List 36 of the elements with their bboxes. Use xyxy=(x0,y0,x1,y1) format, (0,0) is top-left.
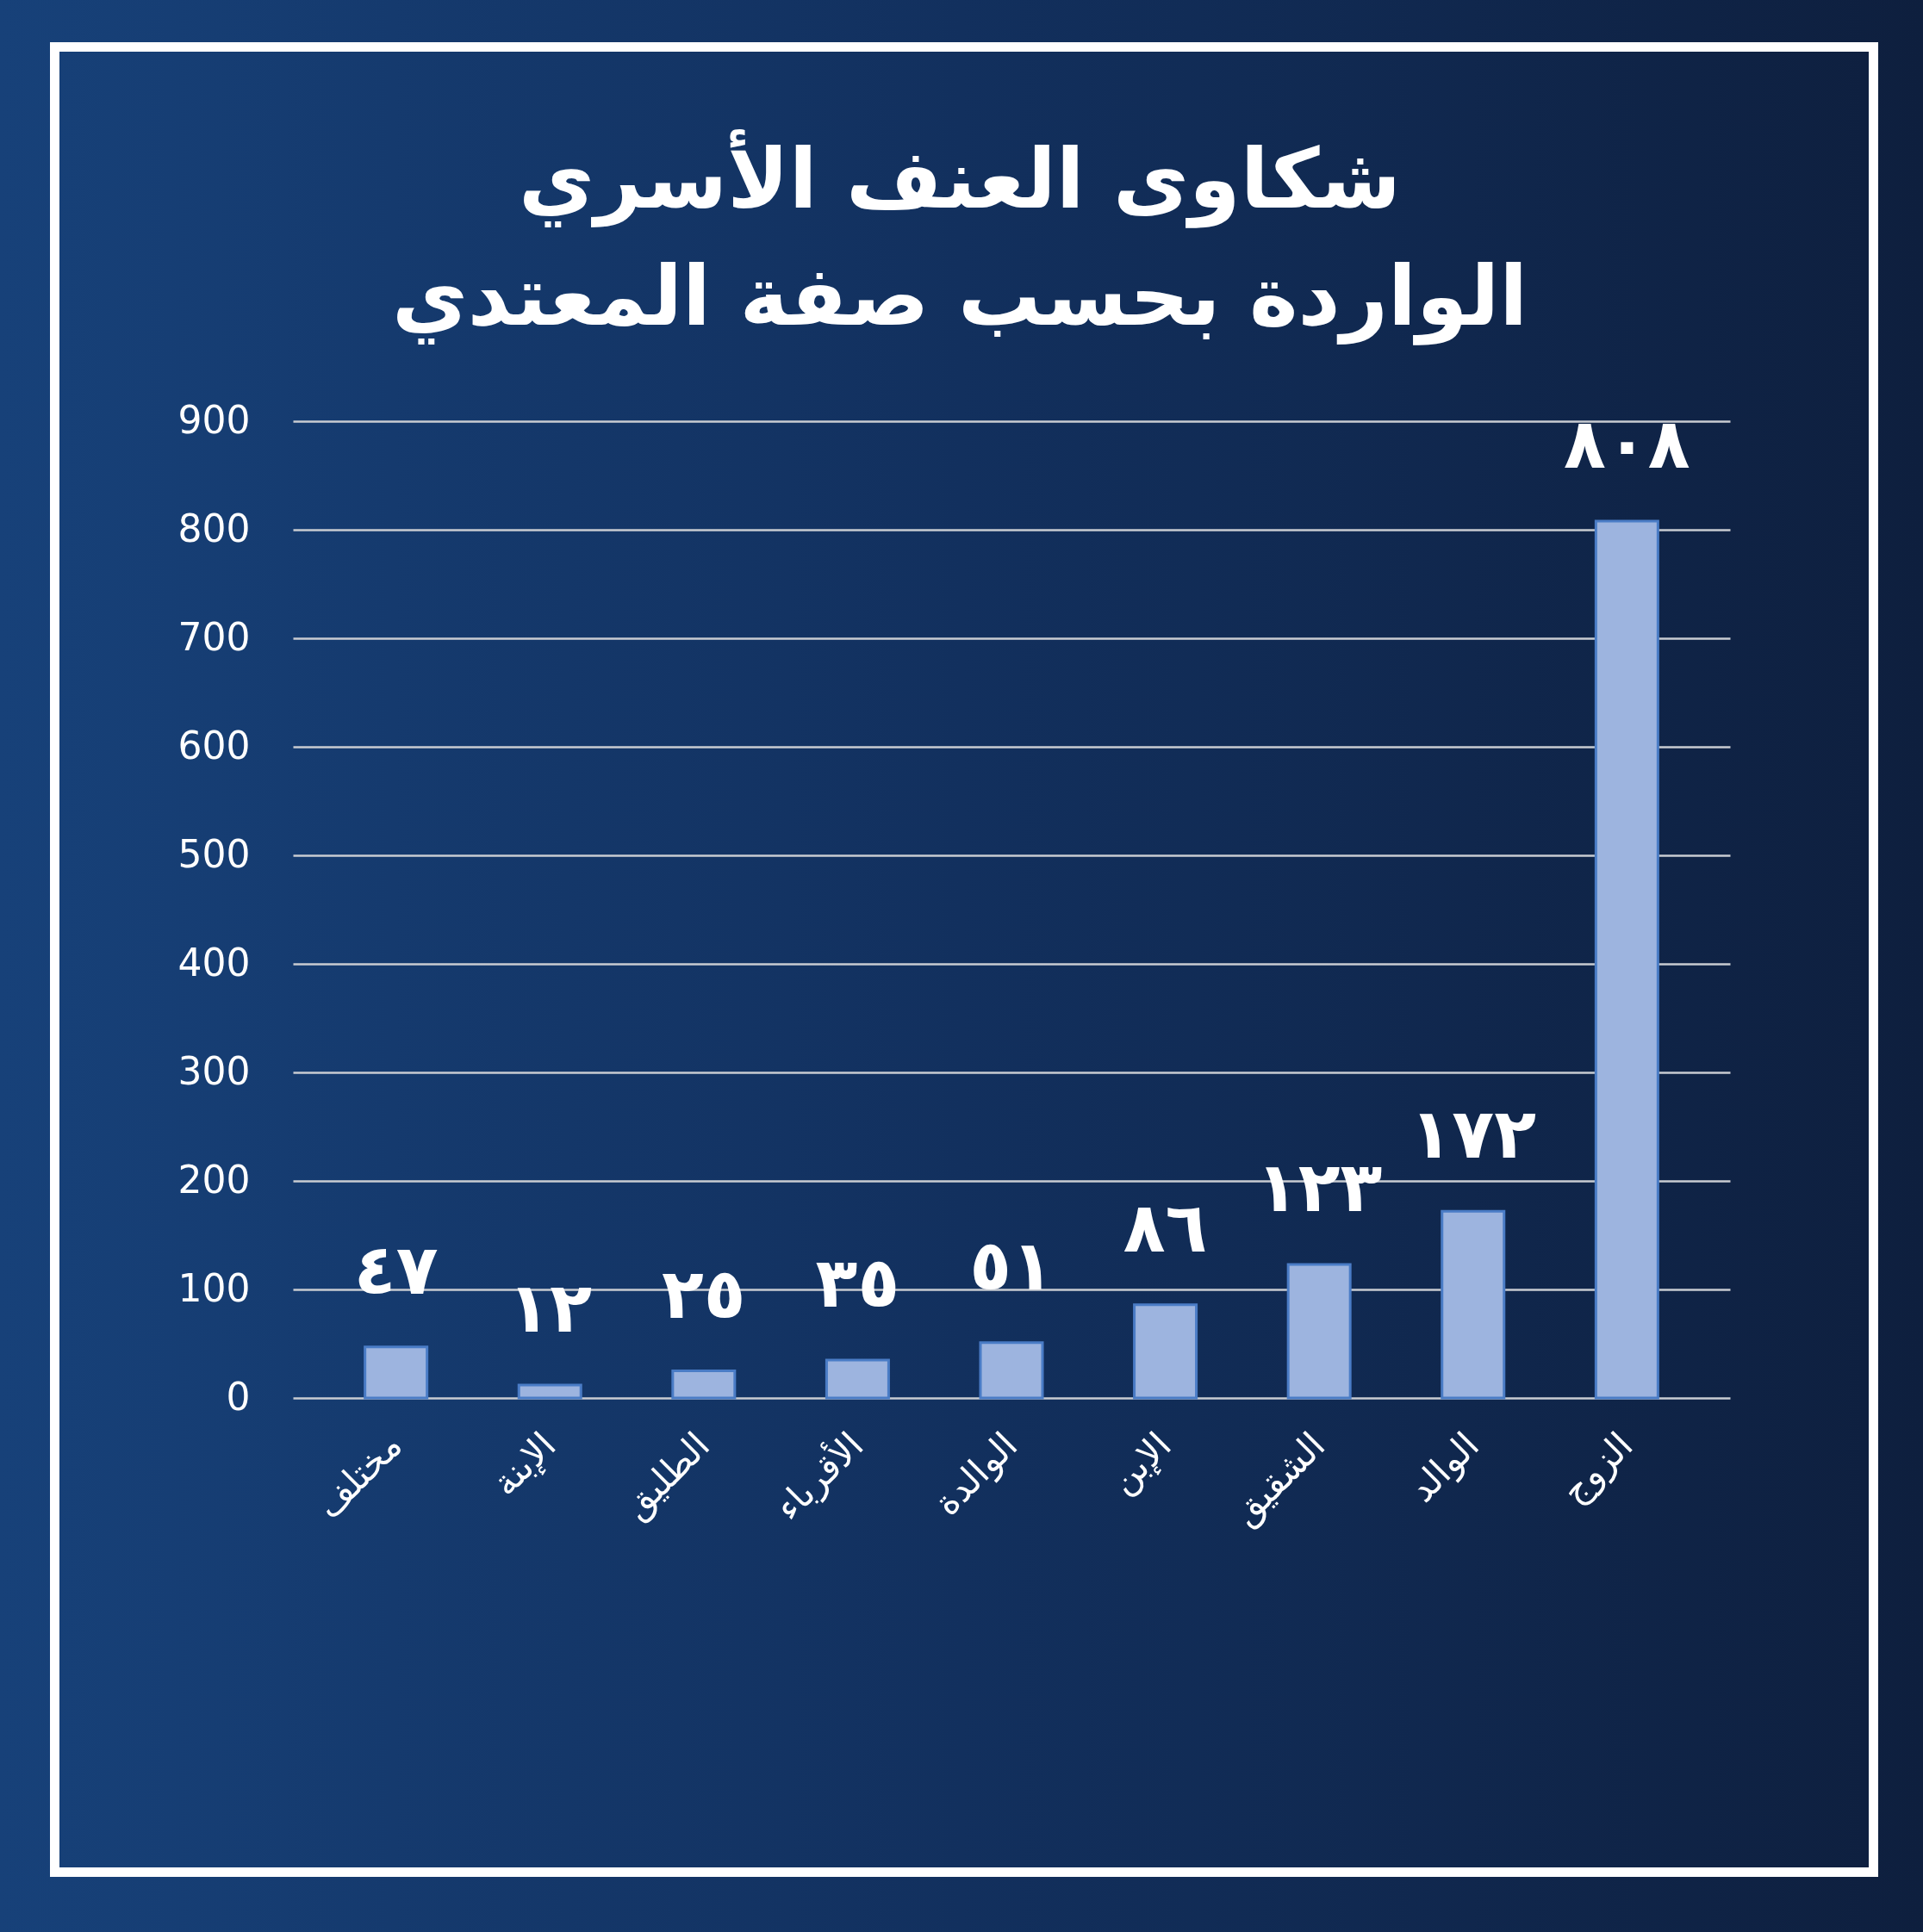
data-label: ٥١ xyxy=(969,1225,1054,1306)
data-label: ١٢ xyxy=(507,1267,593,1348)
chart-subtitle: الواردة بحسب صفة المعتدي xyxy=(391,248,1528,345)
data-label: ١٧٢ xyxy=(1410,1094,1536,1175)
y-tick-label: 500 xyxy=(177,831,251,876)
bar xyxy=(671,1370,737,1400)
x-tick-label: الشقيق xyxy=(1223,1424,1334,1534)
bar xyxy=(1594,519,1659,1400)
data-label: ٨٦ xyxy=(1123,1187,1208,1268)
y-tick-label: 700 xyxy=(177,614,251,659)
x-tick-label: الزوج xyxy=(1553,1424,1641,1512)
data-label: ٨٠٨ xyxy=(1564,403,1690,484)
y-tick-label: 600 xyxy=(177,723,251,767)
x-tick-label: الإبنة xyxy=(483,1424,564,1505)
x-tick-label: الوالدة xyxy=(925,1424,1026,1524)
y-tick-label: 0 xyxy=(226,1374,251,1419)
y-tick-label: 800 xyxy=(177,506,251,550)
x-tick-label: الوالد xyxy=(1400,1424,1488,1511)
chart-title: شكاوى العنف الأسري xyxy=(519,129,1401,228)
x-tick-label: الطليق xyxy=(614,1424,719,1527)
bar xyxy=(1441,1209,1506,1400)
x-tick-label: مختلف xyxy=(307,1424,410,1527)
bar xyxy=(1133,1303,1198,1400)
bar xyxy=(825,1358,890,1400)
bar xyxy=(979,1341,1044,1400)
y-tick-label: 400 xyxy=(177,940,251,985)
bar xyxy=(517,1383,582,1400)
bar xyxy=(1286,1263,1352,1400)
y-tick-label: 900 xyxy=(177,397,251,442)
x-tick-label: الإبن xyxy=(1101,1424,1179,1502)
y-tick-label: 300 xyxy=(177,1048,251,1093)
x-tick-label: الأقرباء xyxy=(765,1422,872,1529)
y-tick-label: 100 xyxy=(177,1265,251,1310)
data-label: ٤٧ xyxy=(353,1229,439,1310)
bar xyxy=(364,1345,429,1400)
y-tick-label: 200 xyxy=(177,1157,251,1202)
